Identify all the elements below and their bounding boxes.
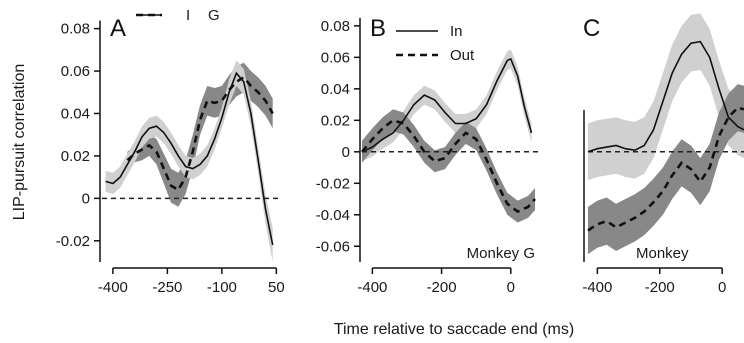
x-tick-label: -400 [98, 279, 128, 296]
series-band-0 [362, 49, 532, 162]
panel-a: -0.02 0 0.02 0.04 0.06 0.08 -400 -250 -100 50 A I G [56, 7, 285, 296]
panel-letter: A [110, 15, 126, 42]
series-line-1 [587, 106, 744, 232]
y-tick-label: 0.04 [61, 105, 90, 122]
plot-area [360, 49, 540, 223]
y-tick-label: 0.02 [321, 112, 350, 129]
legend-label: G [208, 7, 220, 24]
y-axis-label: LIP-pursuit correlation [11, 64, 28, 221]
series-line-0 [126, 75, 274, 192]
y-tick-label: -0.02 [56, 233, 90, 250]
y-tick-label: 0.08 [321, 18, 350, 35]
y-tick-label: 0.02 [61, 148, 90, 165]
legend-label: Out [450, 47, 475, 64]
y-tick-label: 0.06 [61, 63, 90, 80]
y-tick-label: 0 [82, 190, 90, 207]
series-line-0 [587, 40, 744, 153]
x-tick-label: 50 [268, 279, 285, 296]
x-tick-label: -100 [207, 279, 237, 296]
y-tick-label: 0 [342, 144, 350, 161]
series-band-0 [588, 13, 744, 181]
x-tick-label: 0 [507, 279, 515, 296]
panel-letter: C [583, 15, 600, 42]
y-tick-label: 0.04 [321, 81, 350, 98]
series-line-1 [360, 118, 536, 214]
legend-label: In [450, 23, 463, 40]
series-band-1 [588, 84, 744, 255]
panel-b: -0.06 -0.04 -0.02 0 0.02 0.04 0.06 0.08 -400 -200… [316, 15, 540, 296]
plot-area [102, 60, 280, 263]
x-tick-label: -400 [357, 279, 387, 296]
x-axis-label: Time relative to saccade end (ms) [334, 321, 574, 338]
legend-label: I [186, 7, 190, 24]
x-tick-label: -200 [645, 279, 675, 296]
x-tick-label: -250 [152, 279, 182, 296]
monkey-label: Monkey G [467, 245, 535, 262]
series-line-0 [361, 57, 533, 153]
y-tick-label: -0.02 [316, 175, 350, 192]
panel-letter: B [370, 15, 386, 42]
x-tick-label: -400 [582, 279, 612, 296]
y-tick-label: 0.06 [321, 49, 350, 66]
y-tick-label: -0.04 [316, 207, 350, 224]
y-tick-label: -0.06 [316, 238, 350, 255]
plot-area [587, 13, 744, 255]
x-tick-label: 0 [718, 279, 726, 296]
y-tick-label: 0.08 [61, 21, 90, 38]
x-tick-label: -200 [427, 279, 457, 296]
panel-c: -400 -200 0 C Monkey [582, 13, 744, 296]
series-line-1 [105, 71, 274, 246]
monkey-label: Monkey [636, 245, 689, 262]
series-band-0 [127, 62, 273, 207]
